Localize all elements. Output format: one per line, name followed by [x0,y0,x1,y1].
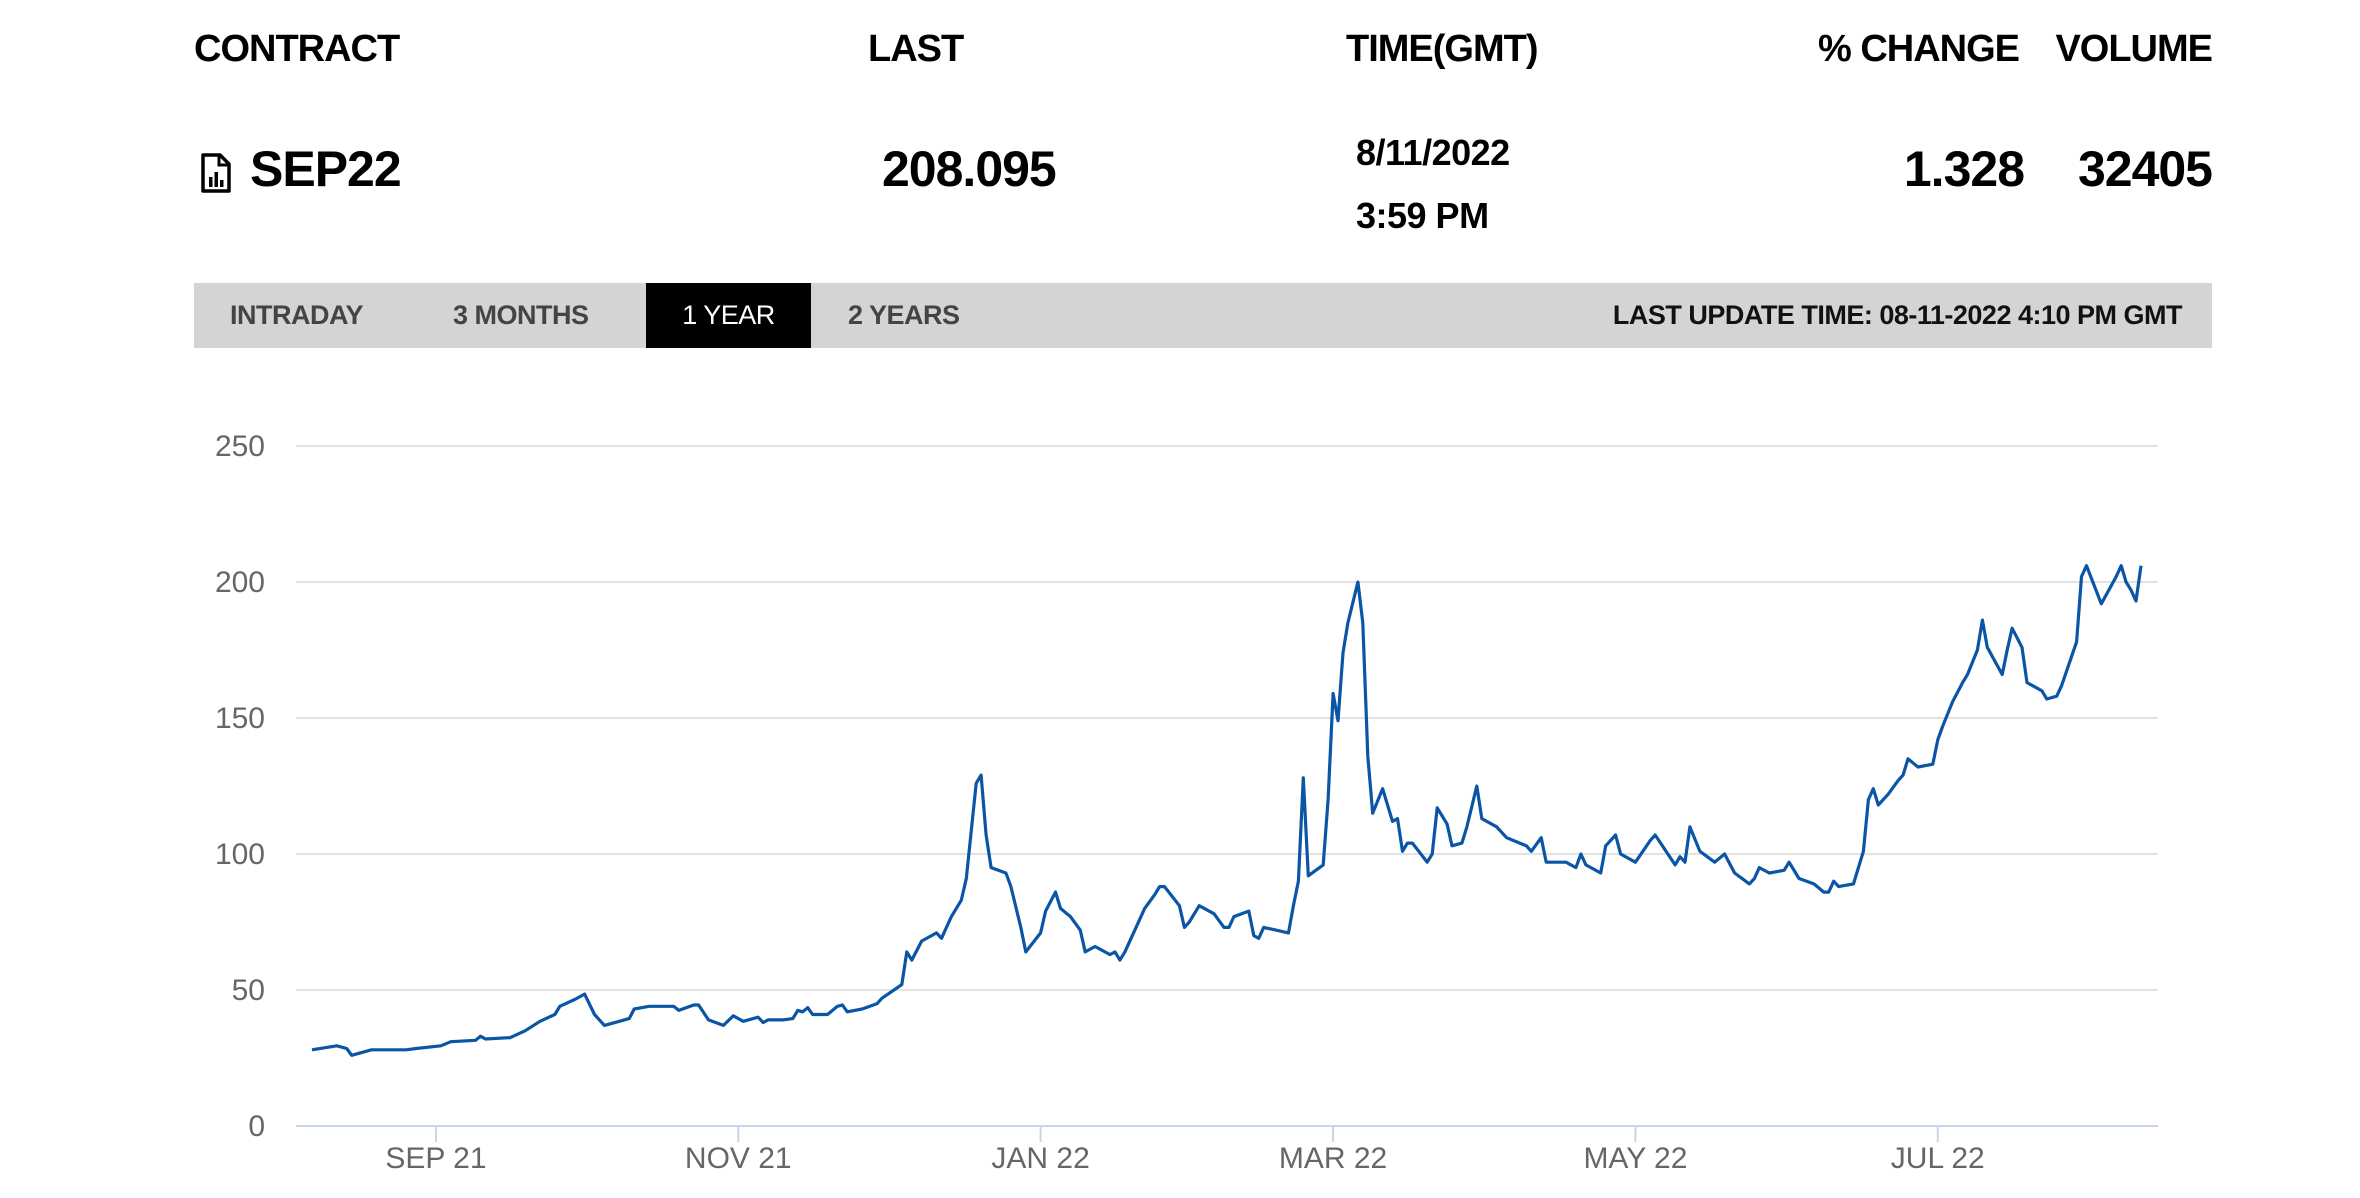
x-tick-label: MAR 22 [1279,1142,1387,1175]
header-last: LAST [868,28,964,70]
y-tick-label: 150 [215,702,265,735]
volume-value: 32405 [2077,141,2213,197]
trade-time: 3:59 PM [1356,195,1489,236]
trade-date: 8/11/2022 [1356,132,1510,173]
y-tick-label: 250 [215,430,265,463]
header-time: TIME(GMT) [1346,28,1539,70]
y-tick-label: 200 [215,566,265,599]
tab-1-year[interactable]: 1 YEAR [646,283,811,348]
tab-2-years[interactable]: 2 YEARS [848,300,960,330]
header-contract: CONTRACT [194,28,400,70]
tab-intraday[interactable]: INTRADAY [230,300,364,330]
y-tick-label: 0 [248,1110,265,1143]
y-tick-label: 100 [215,838,265,871]
tab-3-months[interactable]: 3 MONTHS [453,300,589,330]
x-tick-label: JAN 22 [991,1142,1089,1175]
header-volume: VOLUME [2055,28,2213,70]
last-price: 208.095 [882,141,1057,197]
contract-name[interactable]: SEP22 [250,141,402,197]
range-tab-bar: INTRADAY 3 MONTHS 1 YEAR 2 YEARS LAST UP… [194,283,2212,348]
price-series-line [311,564,2143,1057]
x-tick-label: JUL 22 [1891,1142,1985,1175]
x-tick-label: NOV 21 [685,1142,792,1175]
document-chart-icon[interactable] [200,153,232,193]
percent-change: 1.328 [1903,141,2025,197]
x-tick-label: MAY 22 [1583,1142,1687,1175]
y-tick-label: 50 [232,974,265,1007]
last-update-time: LAST UPDATE TIME: 08-11-2022 4:10 PM GMT [1612,300,2183,330]
header-change: % CHANGE [1818,28,2020,70]
x-tick-label: SEP 21 [385,1142,486,1175]
